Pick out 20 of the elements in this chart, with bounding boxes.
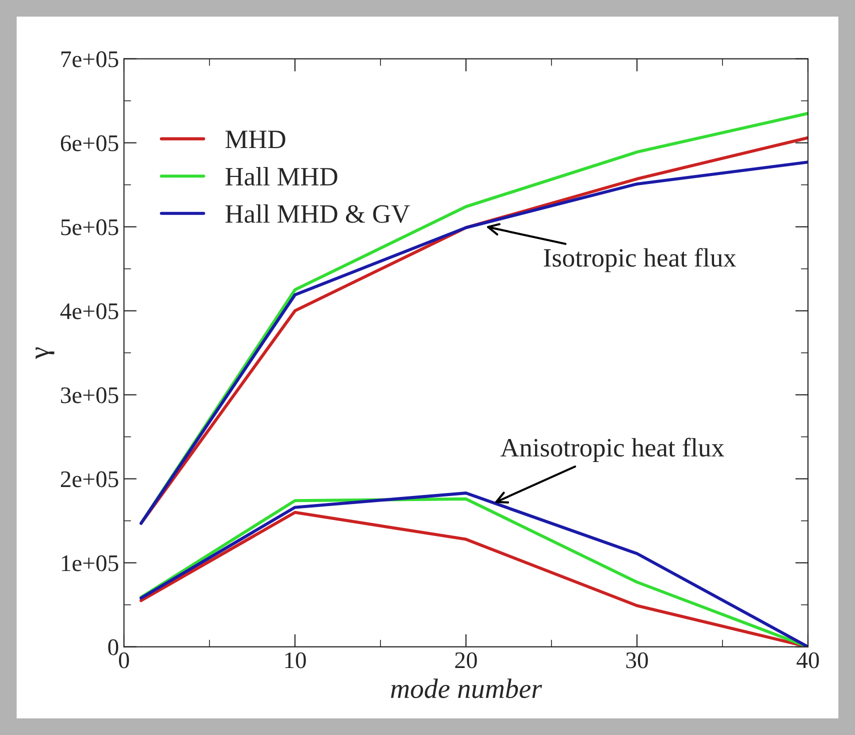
annotation: Anisotropic heat flux xyxy=(500,438,724,462)
y-tick-label: 0 xyxy=(108,639,118,656)
legend-label: Hall MHD & GV xyxy=(225,204,410,224)
y-tick-label: 4e+05 xyxy=(60,303,118,320)
y-axis-title: γ xyxy=(36,347,54,359)
x-tick-label: 10 xyxy=(285,652,306,668)
x-tick-label: 40 xyxy=(796,652,819,668)
x-tick-label: 0 xyxy=(118,652,129,668)
y-tick-label: 5e+05 xyxy=(61,219,118,236)
legend-label: Hall MHD xyxy=(225,167,338,186)
y-tick-label: 7e+05 xyxy=(61,51,118,68)
x-axis-title: mode number xyxy=(390,678,542,698)
y-tick-label: 3e+05 xyxy=(61,387,118,404)
x-tick-label: 20 xyxy=(455,652,477,668)
y-tick-label: 6e+05 xyxy=(60,135,118,152)
legend-label: MHD xyxy=(225,130,286,148)
x-tick-label: 30 xyxy=(626,652,648,668)
annotation: Isotropic heat flux xyxy=(544,248,736,272)
y-tick-label: 2e+05 xyxy=(60,471,118,488)
y-tick-label: 1e+05 xyxy=(62,555,118,572)
